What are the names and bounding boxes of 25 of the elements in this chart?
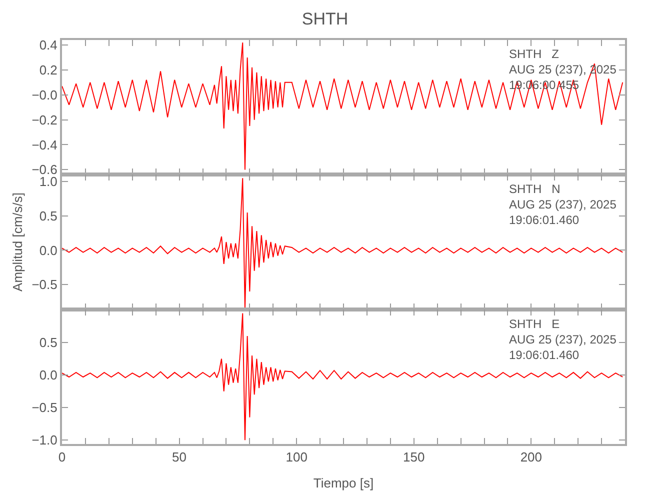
y-tick-label: 0.0 (39, 242, 58, 258)
x-axis-title: Tiempo [s] (313, 476, 374, 491)
y-tick-label: −0.5 (32, 277, 58, 292)
line-series (62, 178, 624, 310)
x-tick-label: 100 (286, 450, 308, 465)
y-tick-label: −0.2 (32, 112, 58, 128)
x-tick-label: 150 (403, 450, 425, 465)
x-tick-label: 50 (172, 450, 187, 465)
annotation: SHTH E AUG 25 (237), 2025 19:06:01.460 (509, 317, 617, 362)
x-tick-label: 200 (520, 450, 542, 465)
annotation: SHTH N AUG 25 (237), 2025 19:06:01.460 (509, 182, 617, 228)
y-tick-label: 0.2 (39, 62, 58, 78)
y-tick-label: −0.5 (32, 400, 58, 416)
y-tick-label: −0.0 (32, 87, 58, 102)
x-tick-label: 0 (58, 450, 66, 465)
y-tick-label: 0.5 (39, 208, 58, 224)
y-axis-title: Amplitud [cm/s/s] (10, 192, 26, 292)
y-tick-label: −0.4 (32, 137, 58, 152)
y-tick-label: 0.4 (39, 38, 58, 53)
chart-title: SHTH (302, 9, 348, 28)
y-tick-label: 0.5 (39, 335, 58, 350)
y-tick-label: 0.0 (39, 368, 58, 383)
y-tick-label: −1.0 (32, 432, 58, 448)
line-series (62, 312, 624, 441)
line-series (62, 42, 624, 170)
